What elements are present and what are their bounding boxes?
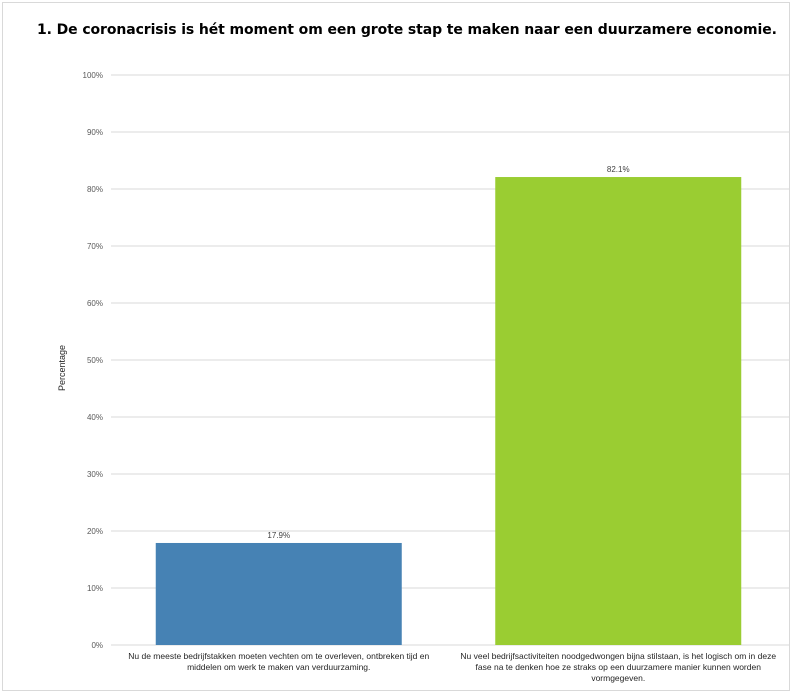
y-tick-labels: 0% 10% 20% 30% 40% 50% 60% 70% 80% 90% 100% [83,71,103,650]
data-labels: 17.9% 82.1% [267,165,629,540]
y-tick-label: 10% [87,584,103,593]
y-tick-label: 30% [87,470,103,479]
y-tick-label: 100% [83,71,103,80]
data-label-2: 82.1% [607,165,630,174]
bar-2 [495,177,742,645]
y-tick-label: 20% [87,527,103,536]
y-tick-label: 0% [91,641,103,650]
y-tick-label: 60% [87,299,103,308]
bar-1 [155,542,402,645]
y-tick-label: 80% [87,185,103,194]
category-label-2: Nu veel bedrijfsactiviteiten noodgedwong… [460,651,777,683]
y-tick-label: 50% [87,356,103,365]
y-tick-label: 40% [87,413,103,422]
y-tick-label: 90% [87,128,103,137]
chart-title: 1. De coronacrisis is hét moment om een … [37,22,777,38]
bars [155,177,742,645]
gridlines [111,74,790,646]
category-label-1: Nu de meeste bedrijfstakken moeten vecht… [128,651,430,672]
y-tick-label: 70% [87,242,103,251]
data-label-1: 17.9% [267,531,290,540]
